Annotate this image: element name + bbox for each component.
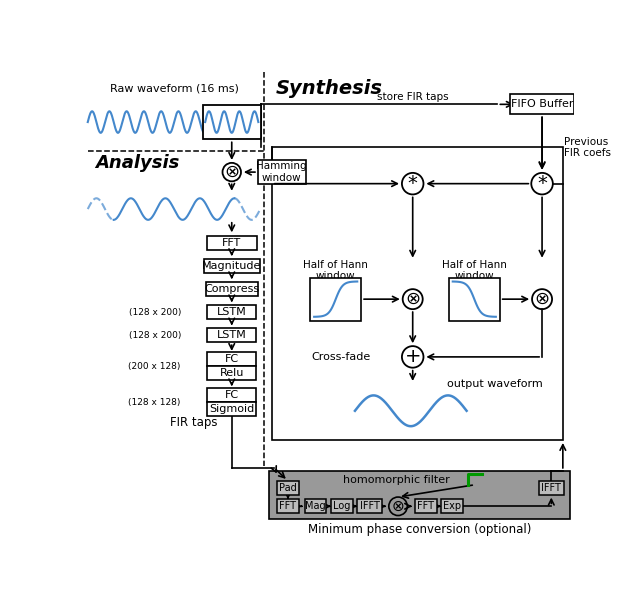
Text: Hamming
window: Hamming window [257,161,307,183]
Bar [207,388,256,403]
Text: Raw waveform (16 ms): Raw waveform (16 ms) [109,84,239,94]
Text: output waveform: output waveform [447,379,543,389]
Text: IFFT: IFFT [541,483,561,493]
Text: (128 x 200): (128 x 200) [129,331,182,340]
Text: Analysis: Analysis [95,154,180,172]
Bar [277,499,299,513]
Bar [441,499,463,513]
Text: Magnitude: Magnitude [202,261,261,271]
Bar [207,305,256,319]
Text: FIFO Buffer: FIFO Buffer [511,100,573,109]
Text: Mag: Mag [305,501,326,511]
Text: FIR taps: FIR taps [170,416,217,429]
Text: +: + [404,347,421,367]
Text: Pad: Pad [279,483,297,493]
Text: Exp: Exp [443,501,461,511]
Text: FC: FC [225,391,239,400]
Bar [272,146,563,440]
Text: Half of Hann
window: Half of Hann window [442,260,507,281]
Bar [207,403,256,416]
Bar [207,236,257,250]
Text: *: * [537,174,547,193]
Bar [207,352,256,366]
Bar [205,282,258,296]
Bar [258,160,306,184]
Bar [310,278,361,321]
Text: store FIR taps: store FIR taps [377,92,449,103]
Text: FFT: FFT [280,501,296,511]
Bar [277,481,299,495]
Bar [207,328,256,342]
Bar [449,278,500,321]
Bar [511,94,573,115]
Text: ⊗: ⊗ [405,290,420,308]
Bar [539,481,564,495]
Bar [204,259,260,273]
Text: *: * [408,174,418,193]
Text: Compress: Compress [204,284,259,294]
Text: Previous
FIR coefs: Previous FIR coefs [564,137,611,158]
Text: LSTM: LSTM [217,307,246,317]
Text: FFT: FFT [222,238,241,248]
Bar [305,499,326,513]
Bar [331,499,353,513]
Text: FC: FC [225,354,239,364]
Text: ⊗: ⊗ [224,163,239,181]
Text: homomorphic filter: homomorphic filter [343,475,450,485]
Text: FFT: FFT [417,501,435,511]
Text: ⊗: ⊗ [392,499,404,514]
Text: Log: Log [333,501,351,511]
Bar [415,499,436,513]
Bar [269,471,570,518]
Text: (128 x 200): (128 x 200) [129,308,182,317]
Bar [207,366,256,380]
Text: IFFT: IFFT [360,501,380,511]
Text: Synthesis: Synthesis [276,79,383,98]
Bar [357,499,382,513]
Text: Relu: Relu [220,368,244,378]
Bar [203,105,260,139]
Text: (200 x 128): (200 x 128) [128,362,180,371]
Text: ⊗: ⊗ [534,290,550,308]
Text: Cross-fade: Cross-fade [311,352,371,362]
Text: Minimum phase conversion (optional): Minimum phase conversion (optional) [308,523,531,536]
Text: Half of Hann
window: Half of Hann window [303,260,368,281]
Text: (128 x 128): (128 x 128) [128,398,180,407]
Text: LSTM: LSTM [217,331,246,340]
Text: Sigmoid: Sigmoid [209,404,254,414]
